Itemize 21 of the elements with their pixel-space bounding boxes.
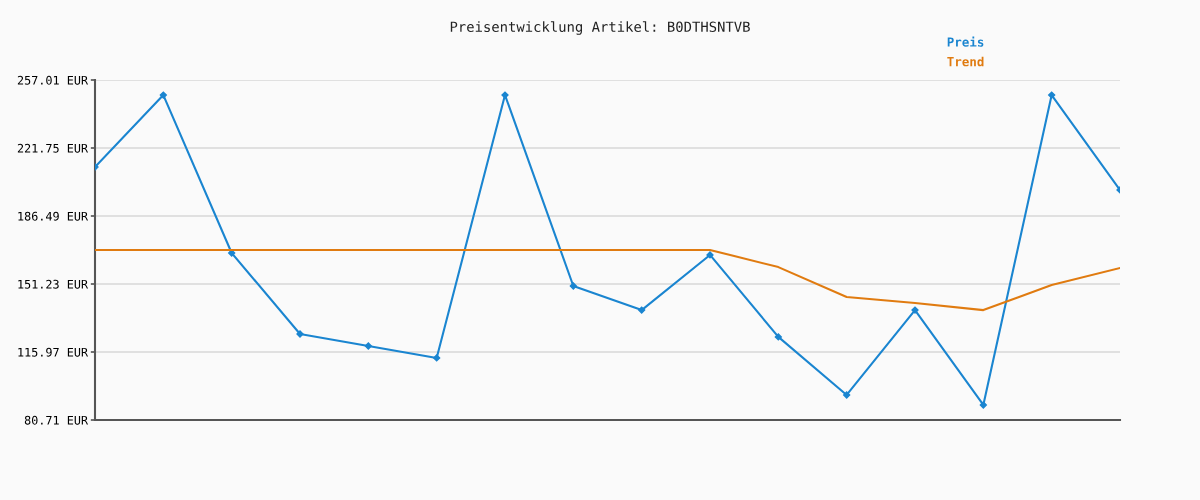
y-tick-label: 80.71 EUR [24, 415, 89, 425]
text: Preis [947, 36, 984, 47]
point [1048, 91, 1056, 99]
chart-title: Preisentwicklung Artikel: B0DTHSNTVB [450, 21, 750, 35]
point [843, 391, 851, 399]
point [433, 354, 441, 362]
y-tick-label: 151.23 EUR [18, 279, 89, 289]
y-tick-label: 115.97 EUR [18, 347, 89, 357]
point [774, 333, 782, 341]
point [911, 306, 919, 314]
y-tick-label: 257.01 EUR [17, 75, 89, 85]
point [979, 401, 987, 409]
y-tick-label: 221.75 EUR [17, 143, 89, 153]
point [638, 306, 646, 314]
line-series [95, 248, 1120, 312]
point [159, 91, 167, 99]
text: Trend [947, 56, 984, 67]
y-tick-label: 186.49 EUR [18, 211, 89, 221]
point [706, 251, 714, 259]
point [569, 282, 577, 290]
point [364, 342, 372, 350]
